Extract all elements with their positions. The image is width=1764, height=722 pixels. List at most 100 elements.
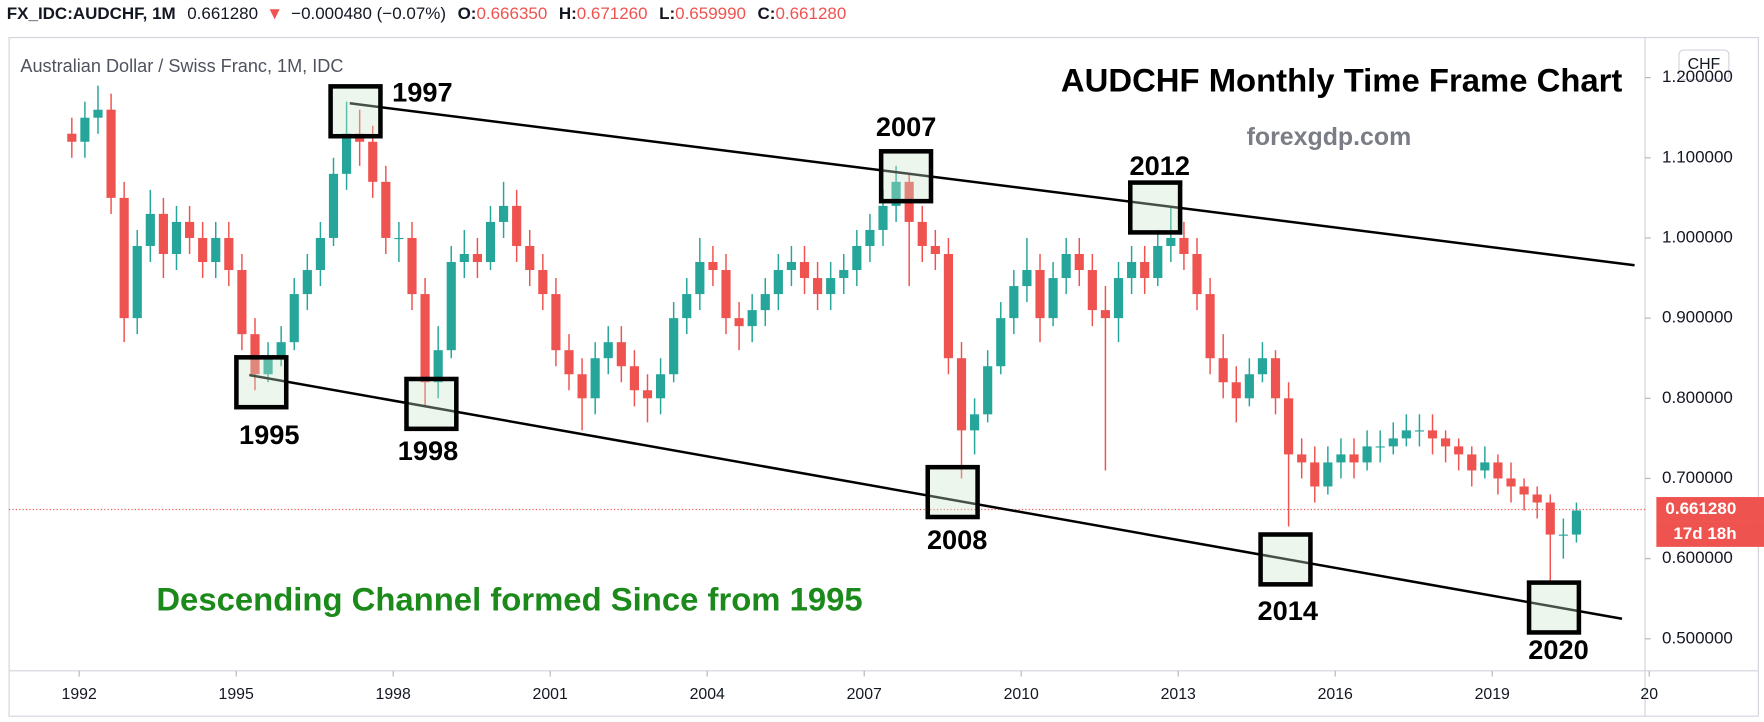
- candle-body: [1009, 286, 1019, 319]
- candle-body: [970, 414, 980, 431]
- candle-body: [1284, 398, 1294, 455]
- candle-body: [1362, 446, 1372, 463]
- channel-line: [349, 102, 1635, 267]
- candle-body: [577, 374, 587, 399]
- candle-body: [1336, 454, 1346, 463]
- candle-body: [1480, 462, 1490, 471]
- x-tick-label: 20: [1640, 686, 1658, 703]
- candle-body: [289, 294, 299, 343]
- candle-body: [708, 262, 718, 271]
- candle-body: [472, 253, 482, 263]
- candle-body: [1218, 358, 1228, 383]
- candle-body: [315, 237, 325, 271]
- candle-body: [381, 181, 391, 238]
- unit-label: CHF: [1688, 56, 1721, 73]
- change: −0.000480 (−0.07%): [291, 4, 446, 23]
- y-tick-label: 0.900000: [1662, 308, 1733, 327]
- marker-box: [1258, 532, 1313, 587]
- marker-label: 2007: [876, 111, 936, 142]
- candle-body: [512, 205, 522, 246]
- candle-body: [538, 270, 548, 295]
- candle-body: [629, 366, 639, 391]
- candle-body: [799, 262, 810, 279]
- candle-body: [564, 350, 574, 375]
- candle-body: [67, 133, 77, 142]
- candle-body: [420, 294, 430, 383]
- candle-body: [302, 270, 312, 295]
- candle-body: [1414, 430, 1425, 432]
- candle-body: [1113, 278, 1124, 319]
- candle-body: [1454, 446, 1464, 455]
- marker-label: 2008: [927, 524, 987, 555]
- candle-body: [368, 141, 378, 182]
- o-label: O:: [458, 4, 477, 23]
- candle-body: [786, 262, 796, 271]
- candle-body: [499, 205, 509, 222]
- o-value: 0.666350: [476, 4, 547, 23]
- candle-body: [1270, 358, 1281, 399]
- channel-line: [249, 373, 1623, 620]
- x-tick-label: 2019: [1475, 686, 1510, 703]
- candle-body: [1061, 253, 1071, 279]
- candle-body: [616, 342, 626, 367]
- candle-body: [1048, 278, 1058, 319]
- candle-body: [656, 374, 666, 399]
- candle-body: [1244, 374, 1254, 399]
- plot: [9, 85, 1646, 583]
- candle-body: [1467, 454, 1477, 471]
- candle-body: [1349, 454, 1359, 463]
- candle-body: [721, 270, 731, 319]
- candle-body: [263, 358, 273, 375]
- candle-body: [132, 245, 142, 319]
- arrow: ▼: [266, 4, 283, 23]
- candle-body: [171, 221, 182, 254]
- candle-body: [1074, 253, 1084, 271]
- candle-body: [80, 117, 90, 142]
- candle-body: [826, 278, 836, 295]
- header: FX_IDC:AUDCHF, 1M 0.661280 ▼ −0.000480 (…: [7, 4, 846, 23]
- l-value: 0.659990: [675, 4, 746, 23]
- y-tick-label: 1.200000: [1662, 67, 1733, 86]
- candle-body: [1545, 502, 1555, 535]
- candle-body: [1192, 253, 1202, 295]
- y-tick-label: 0.700000: [1662, 468, 1733, 487]
- candle-body: [773, 270, 783, 295]
- candle-body: [1022, 270, 1032, 287]
- candle-body: [1506, 478, 1516, 487]
- candle-body: [747, 310, 757, 327]
- candle-body: [237, 270, 247, 335]
- candle-body: [760, 294, 770, 311]
- candle-body: [1493, 462, 1503, 479]
- candle-body: [1519, 486, 1529, 495]
- candle-body: [734, 318, 744, 327]
- x-tick-label: 1998: [376, 686, 411, 703]
- countdown-box: [1656, 521, 1764, 547]
- x-tick-label: 1992: [62, 686, 97, 703]
- candle-body: [813, 278, 823, 295]
- candle-body: [1087, 270, 1097, 311]
- candle-body: [1127, 262, 1137, 279]
- marker-label: 2012: [1129, 150, 1189, 181]
- candle-body: [930, 245, 940, 254]
- marker-box: [1127, 180, 1183, 235]
- candle-body: [328, 173, 339, 238]
- marker-label: 2020: [1528, 634, 1588, 665]
- c-label: C:: [758, 4, 776, 23]
- y-tick-label: 1.100000: [1662, 147, 1733, 166]
- candle-body: [956, 358, 967, 431]
- y-tick-label: 1.000000: [1662, 227, 1733, 246]
- candle-body: [1035, 270, 1045, 319]
- candle-body: [485, 221, 496, 263]
- x-tick-label: 2007: [847, 686, 882, 703]
- candle-body: [158, 213, 168, 254]
- candle-body: [93, 109, 103, 118]
- candle-body: [341, 133, 352, 174]
- candle-body: [1532, 494, 1542, 503]
- marker-box: [878, 149, 934, 204]
- marker-box: [404, 376, 459, 432]
- candle-body: [682, 294, 692, 319]
- x-tick-label: 1995: [219, 686, 254, 703]
- x-tick-label: 2013: [1161, 686, 1196, 703]
